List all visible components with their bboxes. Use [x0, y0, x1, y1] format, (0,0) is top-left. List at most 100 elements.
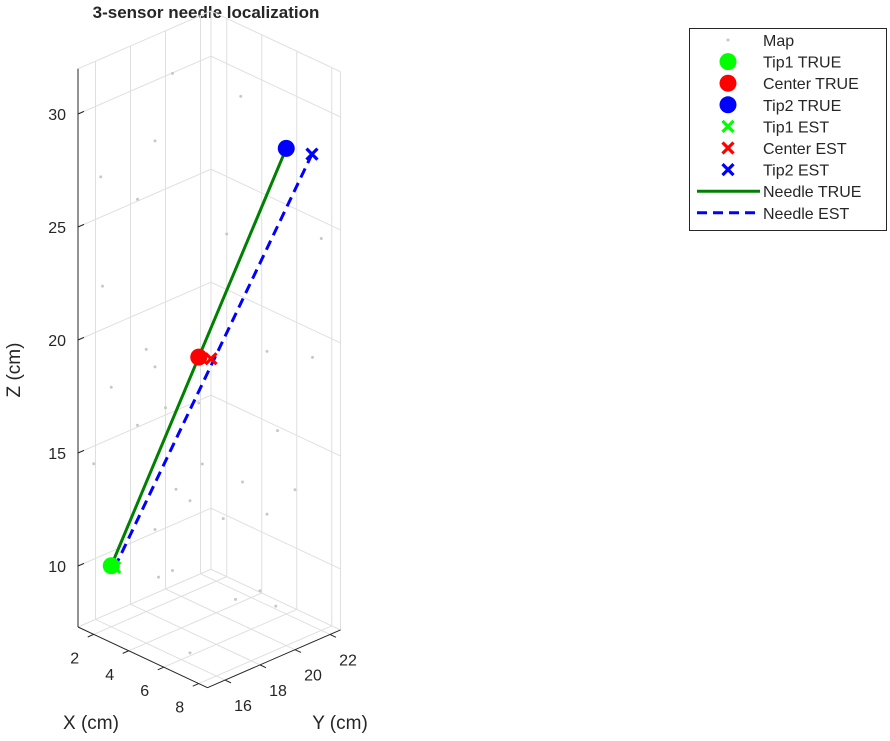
map-point [311, 355, 314, 359]
y-tick-label: 16 [234, 698, 252, 715]
map-point [153, 365, 157, 369]
legend-label: Tip1 TRUE [763, 55, 841, 72]
grid-line [130, 603, 261, 666]
map-point [188, 651, 192, 655]
x-marker [305, 147, 319, 161]
legend-label: Center TRUE [763, 76, 859, 93]
x-axis [77, 626, 208, 689]
map-point [200, 462, 204, 466]
y-tick [224, 679, 232, 684]
y-tick [329, 634, 337, 638]
map-point [92, 462, 96, 466]
map-point [239, 94, 243, 98]
grid-line [210, 168, 341, 231]
point-marker [277, 139, 295, 157]
map-point [164, 406, 167, 410]
grid-line [163, 608, 297, 668]
map-point [188, 499, 192, 503]
legend-marker [726, 38, 730, 42]
map-point [234, 597, 237, 601]
map-point [101, 284, 104, 288]
y-tick [259, 664, 267, 669]
x-tick-label: 2 [70, 650, 79, 667]
x-tick [157, 666, 164, 671]
map-point [171, 71, 174, 75]
grid-line [77, 394, 212, 454]
chart-title: 3-sensor needle localization [93, 3, 320, 22]
z-tick [77, 562, 85, 567]
legend-label: Center EST [763, 141, 847, 158]
z-tick-label: 15 [48, 446, 66, 463]
z-tick [77, 336, 85, 341]
box-edge [210, 10, 341, 73]
map-point [274, 604, 278, 608]
legend-label: Tip2 TRUE [763, 98, 841, 115]
z-tick-label: 30 [48, 107, 66, 124]
z-axis-label: Z (cm) [4, 343, 25, 398]
map-point [174, 487, 178, 491]
map-point [225, 232, 229, 236]
y-axis-label: Y (cm) [312, 713, 368, 734]
box-edge [210, 568, 341, 631]
map-point [197, 401, 201, 405]
map-point [265, 512, 269, 516]
map-point [221, 517, 225, 521]
legend-marker [721, 162, 735, 177]
y-tick [294, 649, 302, 653]
map-point [109, 385, 113, 389]
grid [77, 10, 341, 685]
y-tick-label: 22 [339, 652, 357, 669]
x-marker [204, 352, 218, 366]
map-point [258, 589, 262, 593]
legend-label: Tip1 EST [763, 119, 829, 136]
legend-marker [719, 53, 737, 71]
map-point [153, 528, 157, 532]
x-tick [192, 683, 199, 687]
x-marker [108, 560, 122, 575]
grid-line [198, 625, 332, 685]
box-edge [77, 10, 212, 70]
map-point [136, 423, 139, 427]
legend-label: Tip2 EST [763, 163, 829, 180]
map-point [136, 197, 139, 201]
map-point [157, 575, 160, 579]
map-point [319, 237, 323, 240]
grid-line [210, 394, 341, 457]
grid-line [77, 507, 212, 567]
map-point [153, 139, 157, 143]
legend-label: Map [763, 33, 794, 50]
grid-line [77, 281, 212, 341]
z-tick [77, 449, 85, 454]
x-tick-label: 4 [105, 667, 114, 684]
grid-line [210, 507, 341, 570]
grid-line [77, 55, 212, 115]
grid-line [93, 576, 227, 635]
y-tick-label: 20 [304, 668, 322, 685]
legend-marker [719, 96, 737, 114]
z-tick-label: 20 [48, 333, 66, 350]
x-axis-label: X (cm) [63, 713, 119, 734]
y-tick-label: 18 [269, 683, 287, 700]
map-point [293, 488, 297, 492]
x-tick-label: 6 [140, 683, 149, 700]
grid-line [128, 592, 262, 652]
grid-line [210, 281, 341, 344]
x-tick [122, 650, 129, 654]
legend-label: Needle EST [763, 206, 849, 223]
map-point [144, 347, 148, 351]
grid-line [77, 168, 212, 228]
z-tick-label: 10 [48, 559, 66, 576]
x-tick-label: 8 [175, 700, 184, 717]
z-tick-label: 25 [48, 220, 66, 237]
map-point [99, 175, 103, 179]
box-edge [77, 568, 212, 628]
map-point [265, 349, 269, 353]
map-point [241, 480, 244, 484]
legend-marker [721, 141, 735, 155]
x-tick [87, 633, 94, 638]
z-tick [77, 110, 85, 115]
z-tick [77, 223, 85, 228]
grid-line [200, 573, 331, 635]
